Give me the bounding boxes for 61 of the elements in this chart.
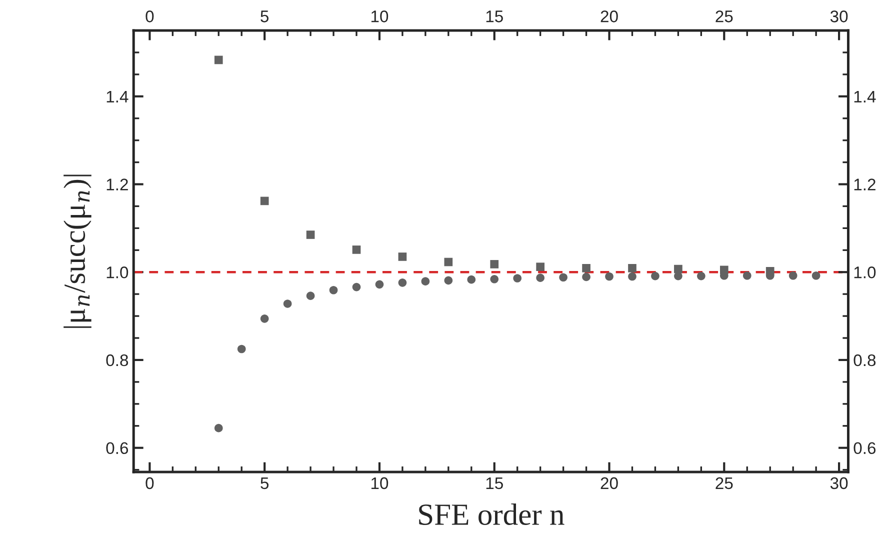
- point: [329, 286, 338, 294]
- point: [444, 258, 453, 266]
- point: [306, 230, 315, 239]
- y-tick-label: 0.6: [106, 442, 128, 454]
- x2-tick-label: 25: [716, 10, 733, 22]
- x2-tick-label: 0: [146, 10, 154, 22]
- point: [674, 264, 682, 274]
- point: [742, 271, 752, 280]
- point: [352, 246, 361, 254]
- x2-tick-label: 15: [486, 10, 503, 22]
- point: [559, 273, 568, 282]
- point: [628, 264, 636, 272]
- y2-tick-label: 0.8: [854, 354, 876, 366]
- point: [260, 314, 269, 323]
- point: [306, 292, 315, 300]
- point: [536, 262, 544, 272]
- point: [536, 274, 544, 282]
- point: [582, 272, 590, 282]
- x-axis-title: SFE order n: [419, 504, 564, 526]
- point: [352, 282, 361, 292]
- point: [375, 280, 384, 289]
- x2-tick-label: 20: [600, 10, 618, 22]
- point: [490, 260, 499, 268]
- y-tick-label: 0.8: [106, 354, 128, 366]
- x-tick-label: 0: [146, 477, 154, 490]
- point: [398, 278, 407, 287]
- point: [260, 196, 269, 206]
- point: [628, 272, 636, 281]
- y-tick-label: 1.0: [106, 266, 128, 278]
- point: [513, 274, 522, 282]
- y2-tick-label: 1.2: [854, 178, 876, 190]
- x-tick-label: 25: [716, 477, 733, 490]
- x-tick-label: 10: [371, 477, 388, 490]
- x-tick-label: 15: [486, 477, 503, 490]
- point: [283, 300, 292, 308]
- point: [444, 276, 453, 285]
- point: [605, 272, 614, 281]
- point: [812, 271, 820, 280]
- y-tick-label: 1.4: [106, 90, 128, 102]
- x2-tick-label: 30: [830, 10, 848, 22]
- point: [214, 424, 223, 432]
- x2-tick-label: 10: [371, 10, 388, 22]
- point: [467, 275, 476, 284]
- y-axis-title: |μ$_{n}$/succ(μ$_{n}$)|: [64, 174, 92, 328]
- x-tick-label: 20: [600, 477, 618, 490]
- point: [490, 274, 499, 284]
- y2-tick-label: 1.0: [854, 266, 876, 278]
- x2-tick-label: 5: [260, 10, 269, 22]
- point: [697, 272, 706, 280]
- point: [214, 56, 223, 64]
- point: [788, 271, 798, 280]
- point: [421, 277, 430, 286]
- x-tick-label: 30: [830, 477, 848, 490]
- point: [237, 344, 246, 354]
- point: [582, 264, 590, 272]
- y2-tick-label: 1.4: [854, 90, 876, 102]
- point: [651, 272, 660, 280]
- x-tick-label: 5: [260, 477, 269, 490]
- y-tick-label: 1.2: [106, 178, 128, 190]
- y2-tick-label: 0.6: [854, 442, 876, 454]
- point: [398, 252, 407, 261]
